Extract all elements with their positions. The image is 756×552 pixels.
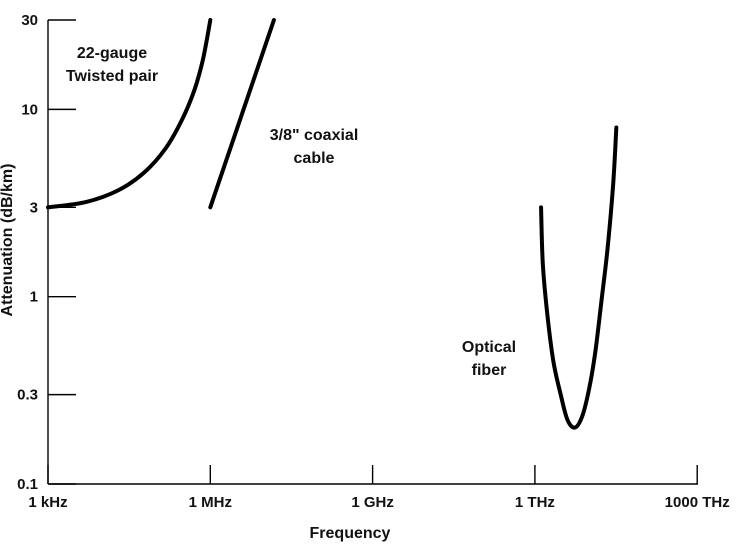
y-axis-title: Attenuation (dB/km) <box>0 164 16 317</box>
series-line-optical-fiber <box>539 125 619 430</box>
annotation-line: 3/8" coaxial <box>270 127 359 144</box>
axes <box>47 20 698 485</box>
x-tick-label-3: 1 THz <box>515 494 555 511</box>
y-tick-label-0: 0.1 <box>17 476 38 493</box>
x-tick-label-1: 1 MHz <box>189 494 232 511</box>
y-tick-label-2: 1 <box>30 289 38 306</box>
series-group <box>46 18 619 430</box>
x-tick-label-2: 1 GHz <box>351 494 394 511</box>
annotations: 22-gauge Twisted pair 3/8" coaxial cable Opt… <box>66 45 516 379</box>
annotation-optical-fiber: Optical fiber <box>462 339 516 379</box>
annotation-line: fiber <box>472 362 507 379</box>
x-ticks: 1 kHz 1 MHz 1 GHz 1 THz 1000 THz <box>28 465 730 511</box>
series-line-twisted-pair <box>46 18 213 210</box>
x-tick-label-0: 1 kHz <box>28 494 67 511</box>
annotation-line: 22-gauge <box>77 45 147 62</box>
y-tick-label-5: 30 <box>21 12 38 29</box>
annotation-line: Optical <box>462 339 516 356</box>
annotation-twisted-pair: 22-gauge Twisted pair <box>66 45 158 85</box>
x-axis-title: Frequency <box>310 525 391 542</box>
annotation-line: Twisted pair <box>66 68 158 85</box>
series-line-coaxial <box>208 18 276 210</box>
y-tick-label-3: 3 <box>30 199 38 216</box>
y-tick-label-1: 0.3 <box>17 387 38 404</box>
annotation-coaxial: 3/8" coaxial cable <box>270 127 359 167</box>
annotation-line: cable <box>294 150 335 167</box>
y-tick-label-4: 10 <box>21 101 38 118</box>
x-tick-label-4: 1000 THz <box>665 494 730 511</box>
